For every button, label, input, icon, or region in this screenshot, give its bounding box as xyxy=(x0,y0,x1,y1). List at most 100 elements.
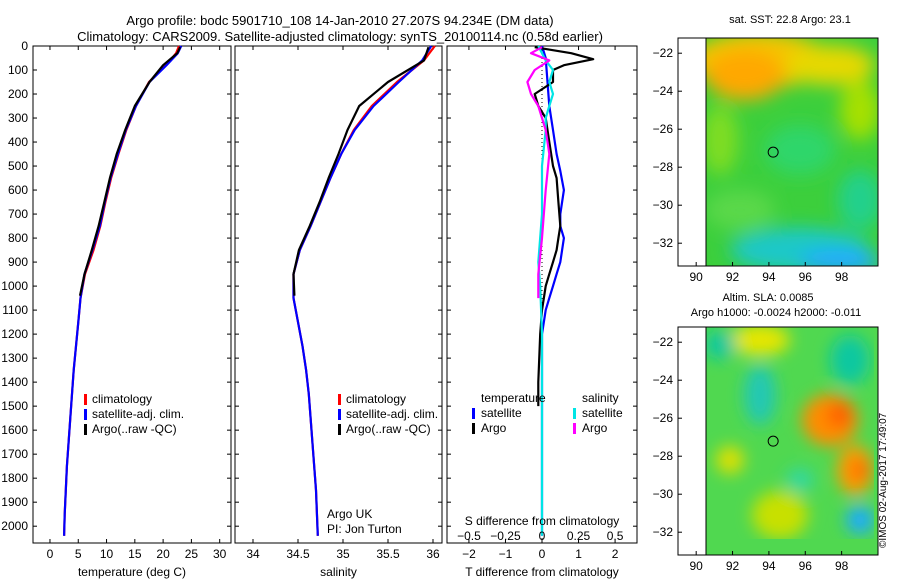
y-tick-label: 1000 xyxy=(1,279,28,293)
legend-swatch xyxy=(338,394,341,405)
sst-map-image xyxy=(706,38,878,266)
legend-swatch xyxy=(84,424,87,435)
s-tick-label: −0.25 xyxy=(490,529,521,543)
x-tick-label: −2 xyxy=(462,547,476,561)
series-line xyxy=(540,45,566,536)
map-x-tick-label: 92 xyxy=(726,559,740,573)
y-tick-label: 600 xyxy=(8,183,28,197)
y-tick-label: 1300 xyxy=(1,351,28,365)
y-tick-label: 500 xyxy=(8,159,28,173)
x-tick-label: 0 xyxy=(47,547,54,561)
profile-panel-3: −2 −1 0 1 2 T difference from climatology xyxy=(446,45,638,579)
sst-map xyxy=(677,37,879,267)
legend-swatch xyxy=(84,409,87,420)
legend-label: Argo(..raw -QC) xyxy=(92,422,177,436)
x-tick-label: 30 xyxy=(213,547,227,561)
legend-swatch xyxy=(472,423,475,434)
panel-frame xyxy=(32,45,232,544)
legend-label: satellite xyxy=(481,406,522,420)
legend-label: satellite-adj. clim. xyxy=(92,407,184,421)
map-y-tick-label: −26 xyxy=(653,411,674,425)
sla-map-axes: 90 92 94 96 98 −22 −24 −26 −28 −30 −32 Altim. SLA: … xyxy=(653,292,862,573)
y-tick-label: 700 xyxy=(8,207,28,221)
map-x-tick-label: 92 xyxy=(726,270,740,284)
legend-label: Argo xyxy=(582,421,608,435)
y-tick-label: 200 xyxy=(8,87,28,101)
profile-panel-1: 0 5 10 15 20 25 300100200300400500600700800900… xyxy=(1,39,232,579)
x-tick-label: 35.5 xyxy=(376,547,400,561)
figure-subtitle: Climatology: CARS2009. Satellite-adjuste… xyxy=(77,29,603,44)
x-tick-label: 0 xyxy=(539,547,546,561)
s-tick-label: 0.25 xyxy=(567,529,591,543)
argo-position-marker xyxy=(767,435,779,447)
x-tick-label: 5 xyxy=(75,547,82,561)
s-tick-label: −0.5 xyxy=(457,529,481,543)
map-title: sat. SST: 22.8 Argo: 23.1 xyxy=(729,14,851,26)
sla-map xyxy=(677,326,879,556)
argo-position-marker xyxy=(767,146,779,158)
map-x-tick-label: 96 xyxy=(799,559,813,573)
figure-title: Argo profile: bodc 5901710_108 14-Jan-20… xyxy=(126,13,554,28)
legend-swatch xyxy=(472,408,475,419)
legend-label: satellite xyxy=(582,406,623,420)
map-y-tick-label: −28 xyxy=(653,160,674,174)
legend-label: climatology xyxy=(92,392,152,406)
x-tick-label: 25 xyxy=(185,547,199,561)
profile-panel-2: 34 34.5 35 35.5 36 salinity xyxy=(234,45,443,579)
y-tick-label: 1800 xyxy=(1,471,28,485)
y-tick-label: 0 xyxy=(21,39,28,53)
map-x-tick-label: 96 xyxy=(799,270,813,284)
series-line xyxy=(292,46,430,296)
y-tick-label: 400 xyxy=(8,135,28,149)
map-y-tick-label: −24 xyxy=(653,84,674,98)
legend-swatch xyxy=(338,409,341,420)
legend-swatch xyxy=(573,408,576,419)
y-tick-label: 1100 xyxy=(2,303,28,317)
legend-heading: salinity xyxy=(582,391,619,405)
map-x-tick-label: 90 xyxy=(690,559,704,573)
y-tick-label: 300 xyxy=(8,111,28,125)
s-axis-label: S difference from climatology xyxy=(465,514,620,528)
y-tick-label: 1400 xyxy=(1,375,28,389)
map-y-tick-label: −32 xyxy=(653,236,674,250)
x-tick-label: 2 xyxy=(612,547,619,561)
x-tick-label: 35 xyxy=(336,547,350,561)
x-axis-label: T difference from climatology xyxy=(465,565,619,579)
y-tick-label: 2000 xyxy=(1,519,28,533)
map-x-tick-label: 94 xyxy=(762,559,776,573)
y-tick-label: 1900 xyxy=(1,495,28,509)
x-axis-label: salinity xyxy=(320,565,357,579)
annotation-platform: Argo UK xyxy=(327,507,372,521)
panel-frame xyxy=(234,45,443,544)
y-tick-label: 800 xyxy=(8,231,28,245)
x-tick-label: 1 xyxy=(575,547,582,561)
x-tick-label: 34 xyxy=(246,547,260,561)
annotation-pi: PI: Jon Turton xyxy=(327,522,402,536)
s-tick-label: 0 xyxy=(539,529,546,543)
map-y-tick-label: −32 xyxy=(653,525,674,539)
map-y-tick-label: −26 xyxy=(653,122,674,136)
x-tick-label: 20 xyxy=(156,547,170,561)
legend-swatch xyxy=(573,423,576,434)
sst-map-axes: 90 92 94 96 98 −22 −24 −26 −28 −30 −32 sat. SST: 22… xyxy=(653,14,851,284)
copyright-stamp: ©IMOS 02-Aug-2017 17:49:07 xyxy=(878,412,889,548)
x-tick-label: 34.5 xyxy=(286,547,310,561)
x-tick-label: 15 xyxy=(128,547,142,561)
map-x-tick-label: 98 xyxy=(835,270,849,284)
x-tick-label: 10 xyxy=(100,547,114,561)
map-x-tick-label: 98 xyxy=(835,559,849,573)
y-tick-label: 100 xyxy=(8,63,28,77)
legend-label: satellite-adj. clim. xyxy=(346,407,438,421)
map-x-tick-label: 90 xyxy=(690,270,704,284)
legend-differences: temperaturesatelliteArgosalinitysatellit… xyxy=(472,391,623,435)
y-tick-label: 1600 xyxy=(1,423,28,437)
series-line xyxy=(533,46,595,407)
legend-label: climatology xyxy=(346,392,406,406)
x-axis-label: temperature (deg C) xyxy=(78,565,186,579)
map-title: Altim. SLA: 0.0085 xyxy=(722,292,813,304)
series-line xyxy=(537,45,555,536)
series-line xyxy=(78,46,182,296)
series-line xyxy=(526,46,551,299)
